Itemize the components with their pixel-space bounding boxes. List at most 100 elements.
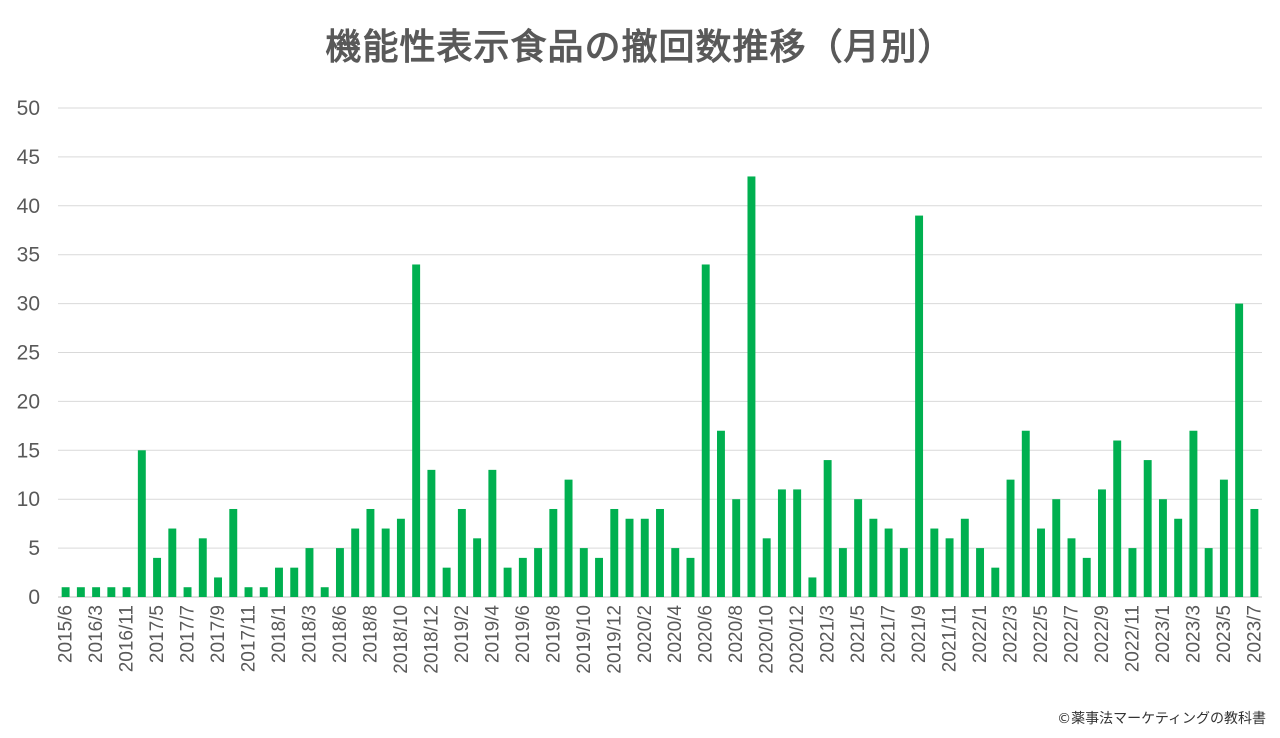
bar (1204, 548, 1213, 597)
bar (1189, 430, 1198, 597)
bar (457, 508, 466, 597)
x-tick-label: 2021/3 (818, 605, 839, 663)
y-tick-label: 40 (17, 195, 40, 218)
bar (671, 548, 680, 597)
x-tick-label: 2019/6 (513, 605, 534, 663)
bar (579, 548, 588, 597)
bar (518, 557, 527, 597)
bar (1113, 440, 1122, 597)
x-tick-label: 2015/6 (56, 605, 77, 663)
bar (183, 587, 192, 597)
x-axis-ticks: 2015/6 2016/3 2016/11 2017/5 2017/7 2017/9 201… (56, 605, 1266, 674)
x-tick-label: 2022/1 (970, 605, 991, 663)
bar (1158, 499, 1167, 597)
bar (762, 538, 771, 597)
x-tick-label: 2020/10 (757, 605, 778, 674)
x-tick-label: 2019/8 (543, 605, 564, 663)
bar (1235, 303, 1244, 597)
bar (1128, 548, 1137, 597)
bar (366, 508, 375, 597)
x-tick-label: 2021/9 (909, 605, 930, 663)
x-tick-label: 2020/8 (726, 605, 747, 663)
x-tick-label: 2023/5 (1214, 605, 1235, 663)
bar (351, 528, 360, 597)
bar (473, 538, 482, 597)
bar (1052, 499, 1061, 597)
bar (1174, 518, 1183, 597)
x-tick-label: 2022/7 (1061, 605, 1082, 663)
bar (488, 469, 497, 597)
bar (686, 557, 695, 597)
bar (198, 538, 207, 597)
bar (976, 548, 985, 597)
bar (92, 587, 101, 597)
y-tick-label: 30 (17, 293, 40, 316)
bar (564, 479, 573, 597)
bar (716, 430, 725, 597)
bar (930, 528, 939, 597)
bar (1021, 430, 1030, 597)
bar (305, 548, 314, 597)
chart-title: 機能性表示食品の撤回数推移（月別） (325, 27, 955, 68)
bar (960, 518, 969, 597)
bar (137, 450, 146, 597)
x-tick-label: 2021/7 (879, 605, 900, 663)
x-tick-label: 2020/2 (635, 605, 656, 663)
y-axis-ticks: 0 5 10 15 20 25 30 35 40 45 50 (17, 97, 40, 609)
bar (503, 567, 512, 597)
y-tick-label: 25 (17, 342, 40, 365)
bar (381, 528, 390, 597)
bar (595, 557, 604, 597)
x-tick-label: 2020/4 (665, 605, 686, 664)
y-tick-label: 20 (17, 390, 40, 413)
bar (427, 469, 436, 597)
bar (412, 264, 421, 597)
x-tick-label: 2023/1 (1153, 605, 1174, 663)
y-tick-label: 45 (17, 146, 40, 169)
bar (899, 548, 908, 597)
x-tick-label: 2023/7 (1244, 605, 1265, 663)
x-tick-label: 2016/11 (117, 605, 138, 672)
bar (1143, 460, 1152, 597)
bar (290, 567, 299, 597)
x-tick-label: 2017/7 (178, 605, 199, 663)
bar (823, 460, 832, 597)
bar (656, 508, 664, 597)
bars (61, 176, 1259, 597)
bar (1006, 479, 1015, 597)
x-tick-label: 2017/5 (147, 605, 168, 663)
x-tick-label: 2022/5 (1031, 605, 1052, 663)
bar (1067, 538, 1076, 597)
bar (396, 518, 405, 597)
bar (625, 518, 634, 597)
bar (838, 548, 847, 597)
x-tick-label: 2023/3 (1183, 605, 1204, 663)
bar (534, 548, 543, 597)
x-tick-label: 2017/11 (239, 605, 260, 672)
bar (610, 508, 619, 597)
x-tick-label: 2018/12 (421, 605, 442, 674)
x-tick-label: 2019/12 (604, 605, 625, 674)
x-tick-label: 2018/6 (330, 605, 351, 663)
x-tick-label: 2022/9 (1092, 605, 1113, 663)
x-tick-label: 2022/11 (1122, 605, 1143, 672)
bar (153, 557, 162, 597)
bar (732, 499, 741, 597)
x-tick-label: 2018/8 (360, 605, 381, 663)
bar (1219, 479, 1228, 597)
x-tick-label: 2022/3 (1001, 605, 1022, 663)
bar (335, 548, 344, 597)
bar (259, 587, 268, 597)
x-tick-label: 2020/12 (787, 605, 808, 674)
x-tick-label: 2018/10 (391, 605, 412, 674)
bar (442, 567, 451, 597)
bar (61, 587, 70, 597)
y-tick-label: 5 (28, 537, 40, 560)
bar (320, 587, 329, 597)
bar (747, 176, 756, 597)
x-tick-label: 2021/5 (848, 605, 869, 663)
x-tick-label: 2019/2 (452, 605, 473, 663)
y-tick-label: 35 (17, 244, 40, 267)
bar (640, 518, 649, 597)
bar (1037, 528, 1045, 597)
